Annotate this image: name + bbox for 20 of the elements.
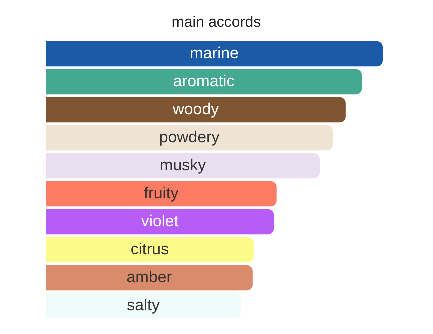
bar <box>46 265 253 291</box>
y-tick-label: fruity <box>144 186 179 202</box>
y-tick-label: violet <box>141 214 180 230</box>
y-tick-label: woody <box>172 102 220 118</box>
y-tick-label: amber <box>126 270 173 286</box>
y-tick-label: powdery <box>159 130 220 146</box>
y-tick-label: marine <box>190 46 240 62</box>
chart-title: main accords <box>172 14 262 31</box>
bar <box>46 237 254 263</box>
y-tick-label: citrus <box>130 242 170 258</box>
bar <box>46 125 334 151</box>
bar <box>46 153 320 179</box>
bar <box>46 41 383 67</box>
y-tick-label: salty <box>127 298 160 314</box>
bar <box>46 97 346 123</box>
y-tick-label: musky <box>160 158 206 174</box>
bar <box>46 209 274 235</box>
bar <box>46 181 277 207</box>
y-tick-label: aromatic <box>173 74 235 90</box>
bar <box>46 69 362 95</box>
